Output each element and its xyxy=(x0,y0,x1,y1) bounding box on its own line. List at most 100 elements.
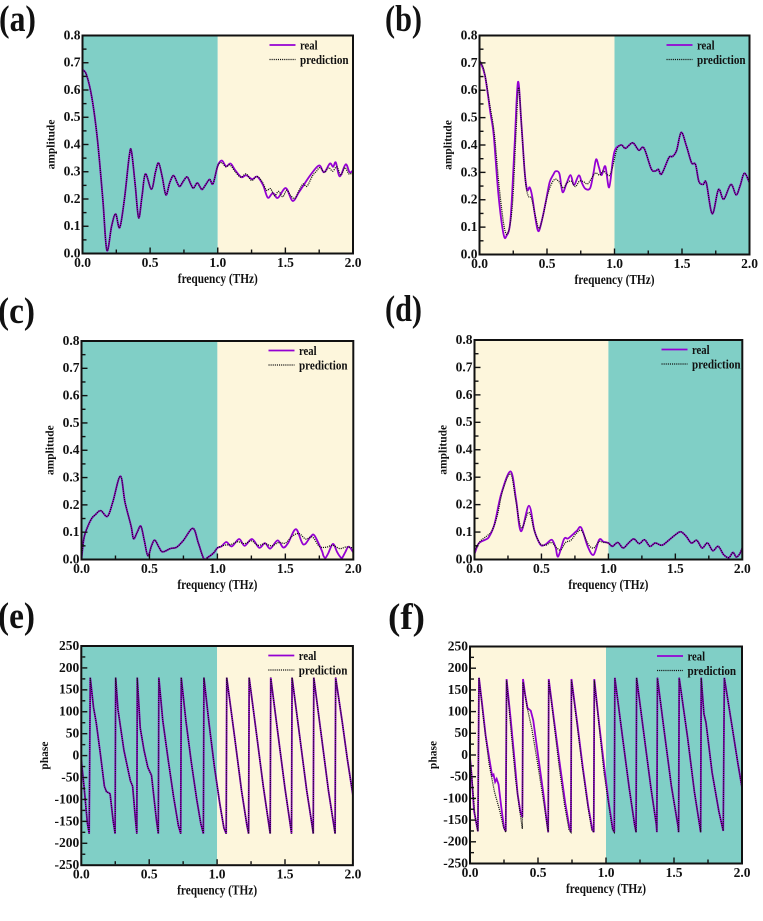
svg-text:frequency (THz): frequency (THz) xyxy=(575,272,655,287)
svg-text:0.5: 0.5 xyxy=(533,561,550,576)
svg-text:50: 50 xyxy=(66,726,80,741)
svg-text:0.5: 0.5 xyxy=(141,561,158,576)
svg-text:real: real xyxy=(299,344,317,358)
svg-text:prediction: prediction xyxy=(692,357,741,371)
svg-text:2.0: 2.0 xyxy=(345,255,362,270)
svg-text:0.0: 0.0 xyxy=(462,865,479,880)
svg-text:prediction: prediction xyxy=(299,663,348,677)
svg-text:1.5: 1.5 xyxy=(277,255,294,270)
svg-text:0.8: 0.8 xyxy=(456,332,473,347)
svg-text:150: 150 xyxy=(59,682,80,697)
svg-text:100: 100 xyxy=(448,704,469,719)
svg-text:prediction: prediction xyxy=(697,53,746,67)
svg-text:1.5: 1.5 xyxy=(277,867,294,882)
svg-text:200: 200 xyxy=(59,660,80,675)
svg-text:250: 250 xyxy=(448,638,469,653)
svg-text:50: 50 xyxy=(455,725,469,740)
svg-text:-200: -200 xyxy=(55,835,80,850)
svg-text:0: 0 xyxy=(461,747,468,762)
svg-text:frequency (THz): frequency (THz) xyxy=(178,271,258,286)
svg-text:0.0: 0.0 xyxy=(456,551,473,566)
svg-text:0.0: 0.0 xyxy=(63,551,80,566)
svg-text:0.5: 0.5 xyxy=(141,867,158,882)
svg-text:0.3: 0.3 xyxy=(63,470,80,485)
svg-text:frequency (THz): frequency (THz) xyxy=(177,577,257,592)
svg-text:-200: -200 xyxy=(443,834,468,849)
svg-text:frequency (THz): frequency (THz) xyxy=(568,577,648,592)
svg-text:0.4: 0.4 xyxy=(461,137,478,152)
svg-text:real: real xyxy=(299,649,317,663)
svg-text:0.0: 0.0 xyxy=(471,256,488,271)
svg-text:real: real xyxy=(697,38,715,52)
svg-text:(b): (b) xyxy=(385,0,422,39)
svg-text:(f): (f) xyxy=(388,596,425,637)
svg-text:0.1: 0.1 xyxy=(456,524,473,539)
svg-text:amplitude: amplitude xyxy=(46,120,58,170)
svg-text:-150: -150 xyxy=(443,812,468,827)
svg-text:-50: -50 xyxy=(450,769,468,784)
svg-text:1.0: 1.0 xyxy=(209,255,226,270)
svg-text:0.3: 0.3 xyxy=(456,469,473,484)
svg-text:-250: -250 xyxy=(443,855,468,870)
svg-text:prediction: prediction xyxy=(300,53,349,67)
svg-text:(e): (e) xyxy=(0,595,35,636)
svg-text:0.0: 0.0 xyxy=(64,245,81,260)
svg-text:100: 100 xyxy=(59,704,80,719)
svg-text:real: real xyxy=(692,343,710,357)
svg-text:0.8: 0.8 xyxy=(461,27,478,42)
svg-text:0.0: 0.0 xyxy=(461,246,478,261)
svg-text:prediction: prediction xyxy=(299,358,348,372)
svg-text:1.0: 1.0 xyxy=(606,256,623,271)
svg-text:1.0: 1.0 xyxy=(600,561,617,576)
svg-text:1.5: 1.5 xyxy=(666,865,683,880)
svg-text:frequency (THz): frequency (THz) xyxy=(566,881,646,896)
svg-text:0.2: 0.2 xyxy=(456,497,473,512)
svg-text:0.6: 0.6 xyxy=(456,387,473,402)
svg-text:0.5: 0.5 xyxy=(530,865,547,880)
svg-text:-150: -150 xyxy=(55,813,80,828)
svg-text:0.6: 0.6 xyxy=(461,82,478,97)
svg-text:0.1: 0.1 xyxy=(63,524,80,539)
svg-text:150: 150 xyxy=(448,682,469,697)
svg-text:0.4: 0.4 xyxy=(64,136,81,151)
svg-text:200: 200 xyxy=(448,660,469,675)
svg-text:0.7: 0.7 xyxy=(456,359,473,374)
svg-text:0.1: 0.1 xyxy=(461,219,478,234)
svg-text:1.5: 1.5 xyxy=(674,256,691,271)
svg-text:1.5: 1.5 xyxy=(277,561,294,576)
svg-text:2.0: 2.0 xyxy=(734,561,751,576)
svg-text:-100: -100 xyxy=(443,790,468,805)
svg-text:1.0: 1.0 xyxy=(209,561,226,576)
svg-text:-50: -50 xyxy=(61,769,79,784)
svg-text:0.3: 0.3 xyxy=(64,164,81,179)
svg-text:0: 0 xyxy=(73,748,80,763)
svg-text:(a): (a) xyxy=(0,0,36,39)
svg-text:2.0: 2.0 xyxy=(345,561,362,576)
svg-text:0.0: 0.0 xyxy=(466,561,483,576)
svg-text:0.0: 0.0 xyxy=(73,561,90,576)
svg-text:real: real xyxy=(300,38,318,52)
svg-text:1.0: 1.0 xyxy=(209,867,226,882)
svg-text:amplitude: amplitude xyxy=(443,120,455,170)
svg-text:0.4: 0.4 xyxy=(456,442,473,457)
svg-text:0.2: 0.2 xyxy=(63,497,80,512)
svg-text:2.0: 2.0 xyxy=(344,867,361,882)
svg-text:phase: phase xyxy=(428,741,440,769)
svg-text:phase: phase xyxy=(39,742,51,770)
svg-text:0.0: 0.0 xyxy=(73,867,90,882)
svg-text:0.0: 0.0 xyxy=(74,255,91,270)
svg-text:0.5: 0.5 xyxy=(64,109,81,124)
svg-text:0.8: 0.8 xyxy=(64,27,81,42)
svg-text:0.3: 0.3 xyxy=(461,164,478,179)
svg-text:0.7: 0.7 xyxy=(64,55,81,70)
svg-text:0.8: 0.8 xyxy=(63,333,80,348)
svg-text:0.5: 0.5 xyxy=(456,414,473,429)
svg-text:0.6: 0.6 xyxy=(63,388,80,403)
svg-text:0.5: 0.5 xyxy=(539,256,556,271)
svg-text:0.2: 0.2 xyxy=(461,192,478,207)
svg-text:0.7: 0.7 xyxy=(461,55,478,70)
svg-text:1.0: 1.0 xyxy=(598,865,615,880)
svg-text:0.5: 0.5 xyxy=(63,415,80,430)
svg-text:prediction: prediction xyxy=(688,664,737,678)
svg-text:250: 250 xyxy=(59,638,80,653)
